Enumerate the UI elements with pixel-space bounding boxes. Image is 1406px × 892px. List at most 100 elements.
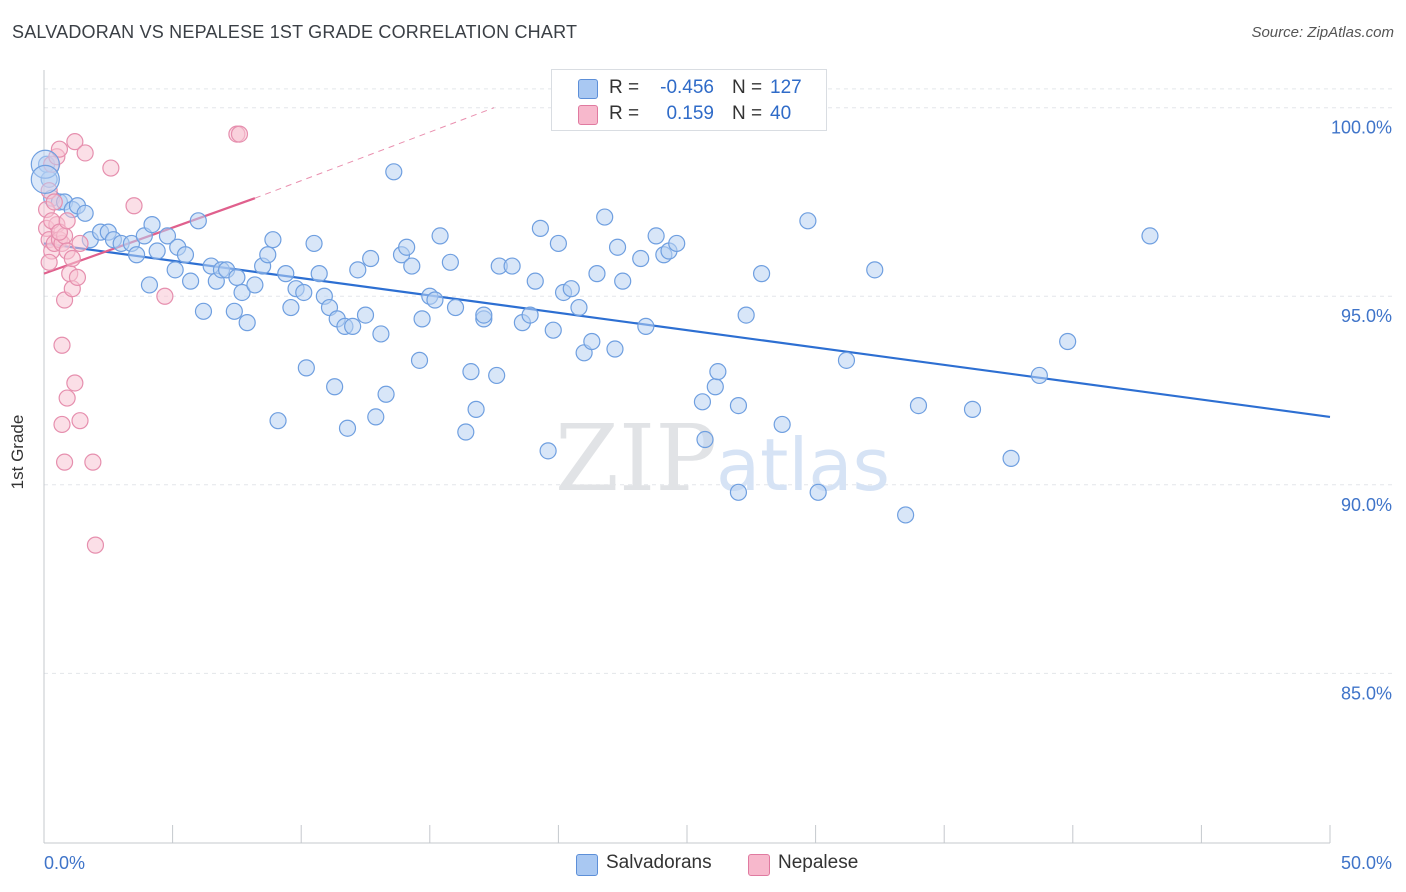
salvadoran-point [488, 366, 506, 385]
salvadoran-point [614, 272, 632, 290]
salvadoran-point [606, 340, 624, 358]
legend-n-value: 40 [770, 103, 792, 124]
legend-n-value: 127 [770, 77, 802, 98]
nepalese-point [102, 159, 120, 177]
salvadoran-point [866, 261, 884, 279]
salvadoran-point [344, 317, 362, 336]
salvadoran-point [752, 265, 771, 283]
salvadoran-point [1030, 366, 1048, 385]
y-tick-label: 100.0% [1331, 118, 1392, 138]
nepalese-point [125, 197, 143, 215]
salvadoran-point [570, 298, 588, 317]
trend-lines [43, 107, 1331, 418]
salvadoran-point [305, 234, 323, 253]
salvadoran-point [426, 291, 444, 309]
nepalese-point [156, 287, 174, 305]
salvadoran-point [166, 261, 184, 279]
x-tick-label: 50.0% [1341, 853, 1392, 873]
salvadoran-point [696, 430, 714, 449]
salvadoran-point [246, 276, 264, 294]
salvadoran-point [729, 483, 748, 501]
legend-swatch-salvadorans [578, 79, 598, 99]
legend-r-label: R = [609, 77, 640, 98]
legend-swatch-nepalese [578, 105, 598, 125]
correlation-legend: R = -0.456 N = 127 R = 0.159 N = 40 [551, 69, 827, 131]
nepalese-point [63, 249, 81, 268]
salvadoran-point [1059, 332, 1077, 351]
chart-title: SALVADORAN VS NEPALESE 1ST GRADE CORRELA… [12, 22, 578, 42]
salvadoran-point [356, 306, 375, 324]
tick-labels: 100.0% 95.0% 90.0% 85.0% 0.0% 50.0% [44, 118, 1392, 873]
salvadoran-point [608, 238, 627, 256]
salvadoran-point [446, 298, 465, 317]
salvadoran-point [637, 317, 655, 336]
y-axis-label: 1st Grade [8, 414, 27, 490]
nepalese-trend-extension [254, 107, 495, 199]
nepalese-point [86, 536, 105, 554]
salvadoran-point [706, 378, 724, 396]
nepalese-point [45, 193, 63, 211]
salvadoran-point [632, 249, 650, 268]
salvadoran-point [362, 249, 380, 268]
legend-row-nepalese: R = 0.159 N = 40 [552, 101, 826, 127]
salvadoran-point [269, 412, 287, 430]
salvadoran-point [413, 310, 431, 328]
salvadoran-point [148, 242, 166, 260]
legend-swatch-salvadorans [576, 854, 598, 876]
salvadoran-point [189, 212, 207, 230]
salvadoran-point [729, 396, 748, 415]
salvadoran-point [349, 261, 367, 279]
salvadoran-point [462, 363, 480, 381]
salvadoran-point [521, 306, 539, 324]
salvadoran-point [233, 283, 251, 302]
salvadoran-point [403, 257, 421, 275]
salvadoran-point [410, 351, 429, 369]
legend-r-value: -0.456 [660, 77, 714, 98]
salvadoran-point [228, 268, 246, 286]
nepalese-point [58, 212, 76, 230]
salvadoran-point [549, 234, 568, 253]
source-credit: Source: ZipAtlas.com [1251, 24, 1394, 41]
salvadoran-point [264, 231, 282, 249]
nepalese-point [76, 144, 94, 162]
salvadoran-point [238, 314, 256, 332]
salvadoran-point [367, 408, 385, 426]
salvadoran-point [225, 302, 243, 320]
salvadoran-point [773, 415, 791, 434]
legend-n-label: N = [732, 103, 763, 124]
salvadoran-point [737, 306, 755, 324]
nepalese-point [55, 453, 74, 471]
salvadoran-point [140, 276, 159, 294]
data-points [30, 99, 1159, 554]
salvadoran-point [837, 351, 856, 369]
salvadoran-point [647, 227, 665, 245]
salvadoran-point [176, 246, 195, 264]
salvadoran-point [588, 265, 606, 283]
legend-r-value: 0.159 [666, 103, 714, 124]
nepalese-point [50, 140, 69, 158]
nepalese-point [53, 336, 71, 354]
salvadoran-point [475, 306, 493, 324]
salvadoran-point [897, 506, 915, 524]
nepalese-point [230, 125, 249, 143]
salvadoran-point [693, 393, 712, 411]
nepalese-point [68, 268, 87, 286]
salvadoran-point [531, 219, 549, 237]
salvadoran-point [76, 204, 94, 222]
salvadoran-point [441, 253, 459, 271]
salvadoran-point [377, 385, 395, 403]
salvadoran-point [326, 378, 344, 396]
nepalese-point [58, 389, 76, 407]
salvadoran-point [158, 227, 177, 245]
salvadoran-point [526, 272, 544, 290]
salvadoran-point [277, 265, 295, 283]
salvadoran-point [596, 208, 614, 226]
legend-r-label: R = [609, 103, 640, 124]
salvadoran-point [310, 265, 328, 283]
nepalese-point [71, 234, 89, 253]
salvadoran-point [963, 400, 982, 418]
y-tick-label: 85.0% [1341, 683, 1392, 703]
salvadoran-point [562, 280, 580, 298]
y-tick-label: 95.0% [1341, 306, 1392, 326]
